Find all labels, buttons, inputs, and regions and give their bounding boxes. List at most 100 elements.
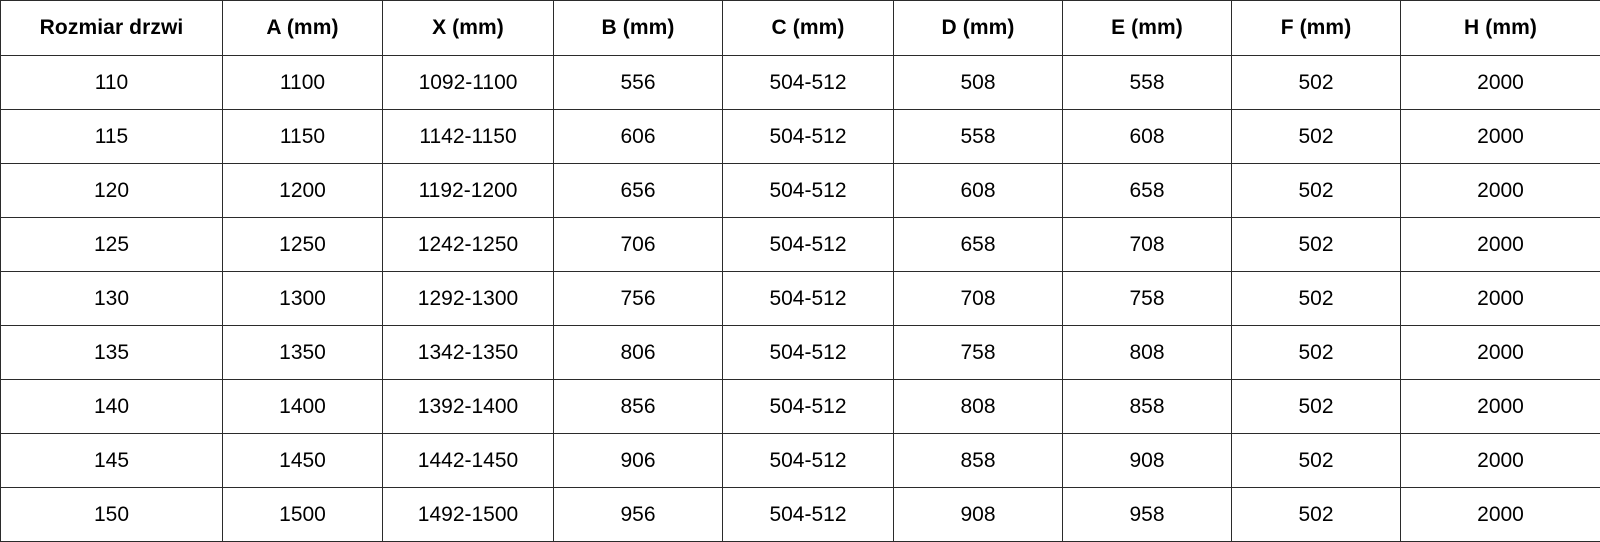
cell-f: 502: [1232, 380, 1401, 434]
cell-c: 504-512: [723, 164, 894, 218]
cell-rozmiar-drzwi: 140: [1, 380, 223, 434]
cell-a: 1150: [223, 110, 383, 164]
cell-h: 2000: [1401, 488, 1600, 542]
cell-f: 502: [1232, 272, 1401, 326]
cell-b: 706: [554, 218, 723, 272]
cell-f: 502: [1232, 488, 1401, 542]
cell-d: 558: [894, 110, 1063, 164]
cell-x: 1392-1400: [383, 380, 554, 434]
cell-x: 1492-1500: [383, 488, 554, 542]
cell-b: 556: [554, 56, 723, 110]
cell-h: 2000: [1401, 218, 1600, 272]
cell-f: 502: [1232, 56, 1401, 110]
cell-e: 908: [1063, 434, 1232, 488]
cell-c: 504-512: [723, 218, 894, 272]
cell-d: 708: [894, 272, 1063, 326]
cell-h: 2000: [1401, 272, 1600, 326]
cell-rozmiar-drzwi: 120: [1, 164, 223, 218]
cell-a: 1500: [223, 488, 383, 542]
cell-c: 504-512: [723, 380, 894, 434]
cell-rozmiar-drzwi: 110: [1, 56, 223, 110]
cell-a: 1300: [223, 272, 383, 326]
cell-c: 504-512: [723, 488, 894, 542]
cell-h: 2000: [1401, 110, 1600, 164]
cell-e: 558: [1063, 56, 1232, 110]
table-header-row: Rozmiar drzwi A (mm) X (mm) B (mm) C (mm…: [1, 1, 1600, 56]
column-header-b: B (mm): [554, 1, 723, 56]
cell-f: 502: [1232, 434, 1401, 488]
cell-e: 808: [1063, 326, 1232, 380]
cell-a: 1100: [223, 56, 383, 110]
cell-b: 806: [554, 326, 723, 380]
cell-h: 2000: [1401, 56, 1600, 110]
cell-b: 756: [554, 272, 723, 326]
cell-c: 504-512: [723, 56, 894, 110]
cell-b: 606: [554, 110, 723, 164]
cell-rozmiar-drzwi: 145: [1, 434, 223, 488]
cell-rozmiar-drzwi: 125: [1, 218, 223, 272]
cell-rozmiar-drzwi: 115: [1, 110, 223, 164]
cell-d: 908: [894, 488, 1063, 542]
cell-f: 502: [1232, 218, 1401, 272]
cell-a: 1250: [223, 218, 383, 272]
cell-x: 1342-1350: [383, 326, 554, 380]
cell-d: 758: [894, 326, 1063, 380]
cell-a: 1350: [223, 326, 383, 380]
cell-rozmiar-drzwi: 150: [1, 488, 223, 542]
cell-c: 504-512: [723, 110, 894, 164]
cell-e: 758: [1063, 272, 1232, 326]
column-header-h: H (mm): [1401, 1, 1600, 56]
column-header-e: E (mm): [1063, 1, 1232, 56]
cell-d: 608: [894, 164, 1063, 218]
column-header-x: X (mm): [383, 1, 554, 56]
cell-x: 1242-1250: [383, 218, 554, 272]
cell-c: 504-512: [723, 434, 894, 488]
cell-h: 2000: [1401, 326, 1600, 380]
cell-rozmiar-drzwi: 130: [1, 272, 223, 326]
cell-d: 658: [894, 218, 1063, 272]
cell-a: 1450: [223, 434, 383, 488]
column-header-f: F (mm): [1232, 1, 1401, 56]
column-header-rozmiar-drzwi: Rozmiar drzwi: [1, 1, 223, 56]
cell-b: 656: [554, 164, 723, 218]
cell-d: 508: [894, 56, 1063, 110]
cell-a: 1200: [223, 164, 383, 218]
cell-b: 956: [554, 488, 723, 542]
cell-x: 1192-1200: [383, 164, 554, 218]
cell-x: 1292-1300: [383, 272, 554, 326]
cell-h: 2000: [1401, 164, 1600, 218]
cell-e: 958: [1063, 488, 1232, 542]
cell-x: 1092-1100: [383, 56, 554, 110]
cell-x: 1442-1450: [383, 434, 554, 488]
cell-d: 858: [894, 434, 1063, 488]
column-header-a: A (mm): [223, 1, 383, 56]
cell-c: 504-512: [723, 326, 894, 380]
cell-f: 502: [1232, 326, 1401, 380]
cell-e: 608: [1063, 110, 1232, 164]
cell-rozmiar-drzwi: 135: [1, 326, 223, 380]
cell-e: 658: [1063, 164, 1232, 218]
cell-h: 2000: [1401, 434, 1600, 488]
cell-c: 504-512: [723, 272, 894, 326]
cell-e: 708: [1063, 218, 1232, 272]
cell-d: 808: [894, 380, 1063, 434]
column-header-d: D (mm): [894, 1, 1063, 56]
cell-h: 2000: [1401, 380, 1600, 434]
cell-f: 502: [1232, 164, 1401, 218]
cell-f: 502: [1232, 110, 1401, 164]
cell-e: 858: [1063, 380, 1232, 434]
cell-x: 1142-1150: [383, 110, 554, 164]
cell-b: 906: [554, 434, 723, 488]
cell-a: 1400: [223, 380, 383, 434]
